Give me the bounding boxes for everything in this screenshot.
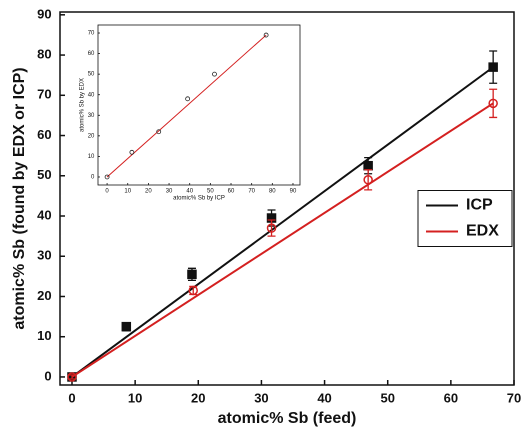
x-tick-label: 20 bbox=[145, 189, 152, 195]
x-tick-label: 10 bbox=[128, 390, 142, 405]
marker bbox=[129, 149, 135, 155]
y-tick-label: 90 bbox=[37, 6, 51, 21]
y-tick-label: 10 bbox=[88, 154, 95, 160]
x-tick-label: 0 bbox=[68, 390, 75, 405]
y-tick-label: 40 bbox=[37, 207, 51, 222]
legend-frame bbox=[417, 190, 513, 247]
error-bar bbox=[364, 169, 373, 191]
y-tick-label: 60 bbox=[88, 51, 95, 57]
marker bbox=[188, 285, 198, 296]
inset-background bbox=[90, 17, 302, 201]
x-axis-label: atomic% Sb (feed) bbox=[218, 410, 357, 427]
marker bbox=[67, 372, 77, 382]
y-tick-label: 20 bbox=[88, 133, 95, 139]
error-bar bbox=[489, 88, 498, 119]
x-tick-label: 60 bbox=[228, 189, 235, 195]
x-tick-label: 20 bbox=[191, 390, 205, 405]
x-tick-label: 40 bbox=[186, 189, 193, 195]
y-tick-label: 30 bbox=[88, 113, 95, 119]
y-axis-label: atomic% Sb (found by EDX or ICP) bbox=[11, 67, 28, 329]
y-tick-label: 50 bbox=[37, 167, 51, 182]
error-bar bbox=[267, 219, 276, 237]
marker bbox=[488, 62, 498, 72]
x-tick-label: 30 bbox=[166, 189, 173, 195]
fit-line bbox=[71, 102, 494, 378]
x-tick-label: 0 bbox=[105, 189, 109, 195]
legend: ICP EDX bbox=[417, 190, 513, 247]
x-tick-label: 50 bbox=[207, 189, 214, 195]
marker bbox=[104, 174, 110, 180]
marker bbox=[212, 71, 217, 77]
y-tick-label: 10 bbox=[37, 328, 51, 343]
x-tick-label: 80 bbox=[269, 189, 276, 195]
y-tick-label: 50 bbox=[88, 72, 95, 78]
plot-frame bbox=[97, 24, 301, 186]
fit-line bbox=[71, 66, 494, 378]
y-tick-label: 70 bbox=[37, 87, 51, 102]
x-tick-label: 40 bbox=[317, 390, 331, 405]
marker bbox=[156, 129, 162, 135]
y-tick-label: 80 bbox=[37, 46, 51, 61]
y-tick-label: 0 bbox=[44, 368, 51, 383]
y-tick-label: 60 bbox=[37, 127, 51, 142]
marker bbox=[185, 96, 191, 102]
marker bbox=[363, 175, 373, 185]
y-tick-label: 70 bbox=[88, 31, 95, 37]
plot: 0 10 20 30 40 50 60 70 80 90 0 10 20 30 40 50 60 70 atomic… bbox=[80, 17, 302, 202]
y-axis-label: atomic% Sb by EDX bbox=[80, 78, 86, 132]
marker bbox=[187, 269, 197, 280]
marker bbox=[121, 321, 132, 332]
x-tick-label: 10 bbox=[124, 189, 131, 195]
y-tick-label: 40 bbox=[88, 92, 95, 98]
y-tick-label: 0 bbox=[91, 175, 95, 181]
x-tick-label: 50 bbox=[380, 390, 394, 405]
plot: 0 10 20 30 40 50 60 70 0 10 20 30 40 50 60 70 80 90 atomic… bbox=[11, 6, 521, 427]
marker bbox=[363, 160, 373, 171]
marker bbox=[266, 223, 277, 233]
x-tick-label: 70 bbox=[507, 390, 521, 405]
x-tick-label: 70 bbox=[248, 189, 255, 195]
legend-label: EDX bbox=[466, 223, 499, 240]
x-axis-label: atomic% Sb by ICP bbox=[173, 196, 225, 202]
legend-label: ICP bbox=[466, 197, 493, 214]
error-bar bbox=[67, 374, 76, 380]
x-tick-label: 30 bbox=[254, 390, 268, 405]
marker bbox=[263, 32, 269, 38]
y-tick-label: 30 bbox=[37, 248, 51, 263]
x-tick-label: 60 bbox=[444, 390, 458, 405]
y-tick-label: 20 bbox=[37, 288, 51, 303]
marker bbox=[488, 98, 498, 109]
x-tick-label: 90 bbox=[290, 189, 297, 195]
plot-frame bbox=[59, 11, 515, 386]
